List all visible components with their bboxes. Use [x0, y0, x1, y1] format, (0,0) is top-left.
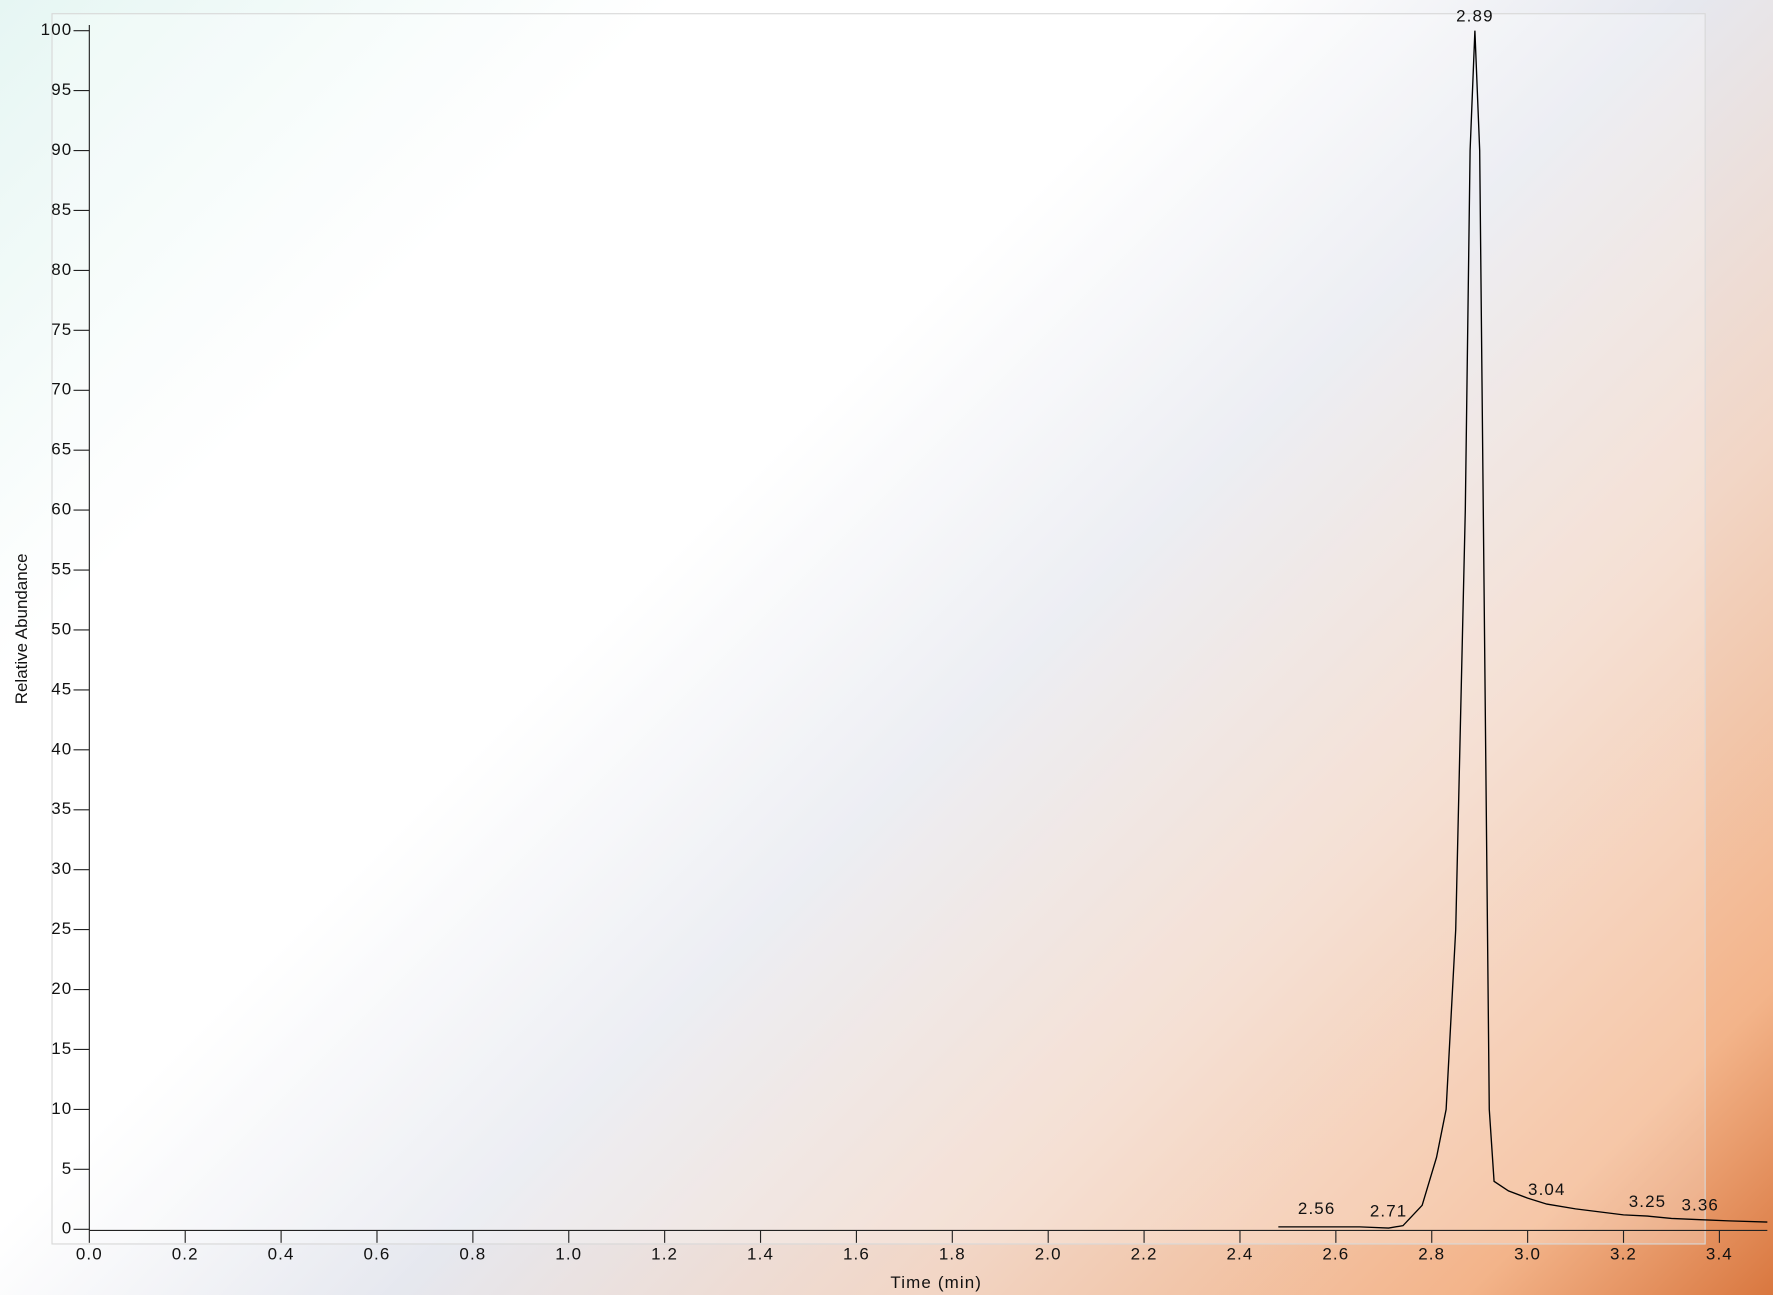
x-tick-label: 3.2 [1610, 1245, 1637, 1264]
x-tick-label: 0.2 [172, 1245, 199, 1264]
y-tick-label: 50 [51, 619, 72, 638]
plot-frame [52, 14, 1705, 1244]
x-tick-label: 2.0 [1035, 1245, 1062, 1264]
y-tick-label: 20 [51, 979, 72, 998]
y-tick-label: 75 [51, 320, 72, 339]
y-tick-label: 40 [51, 739, 72, 758]
y-tick-label: 100 [41, 20, 73, 39]
y-tick-label: 15 [51, 1039, 72, 1058]
x-tick-label: 0.4 [268, 1245, 295, 1264]
x-tick-label: 1.4 [747, 1245, 774, 1264]
y-tick-label: 80 [51, 260, 72, 279]
y-tick-label: 70 [51, 380, 72, 399]
x-tick-label: 1.0 [555, 1245, 582, 1264]
x-tick-label: 2.6 [1322, 1245, 1349, 1264]
peak-label: 3.25 [1629, 1192, 1667, 1211]
y-tick-label: 35 [51, 799, 72, 818]
x-tick-label: 3.4 [1706, 1245, 1733, 1264]
y-tick-label: 65 [51, 440, 72, 459]
peak-label: 3.04 [1528, 1180, 1566, 1199]
x-tick-label: 0.8 [459, 1245, 486, 1264]
chart: Relative Abundance Time (min) 0 5 10 15 20 25… [0, 0, 1773, 1295]
peak-label: 3.36 [1681, 1196, 1719, 1215]
x-tick-label: 3.0 [1514, 1245, 1541, 1264]
y-tick-label: 0 [62, 1219, 73, 1238]
y-tick-label: 5 [62, 1159, 73, 1178]
y-tick-label: 95 [51, 80, 72, 99]
y-tick-label: 30 [51, 859, 72, 878]
y-tick-label: 10 [51, 1099, 72, 1118]
x-tick-label: 2.4 [1226, 1245, 1253, 1264]
y-tick-label: 85 [51, 200, 72, 219]
peak-label: 2.89 [1456, 7, 1494, 26]
y-tick-label: 90 [51, 140, 72, 159]
x-tick-label: 2.2 [1131, 1245, 1158, 1264]
x-tick-label: 1.8 [939, 1245, 966, 1264]
y-tick-label: 55 [51, 560, 72, 579]
page: {"chart_data": {"type": "line", "x_label… [0, 0, 1773, 1295]
x-tick-label: 0.6 [364, 1245, 391, 1264]
peak-label: 2.56 [1298, 1199, 1336, 1218]
x-axis-label: Time (min) [890, 1273, 982, 1292]
peak-label: 2.71 [1370, 1202, 1408, 1221]
y-axis-label: Relative Abundance [12, 553, 31, 704]
y-tick-label: 60 [51, 500, 72, 519]
y-tick-label: 25 [51, 919, 72, 938]
x-tick-label: 2.8 [1418, 1245, 1445, 1264]
y-tick-label: 45 [51, 679, 72, 698]
x-tick-label: 0.0 [76, 1245, 103, 1264]
x-tick-label: 1.6 [843, 1245, 870, 1264]
x-tick-label: 1.2 [651, 1245, 678, 1264]
